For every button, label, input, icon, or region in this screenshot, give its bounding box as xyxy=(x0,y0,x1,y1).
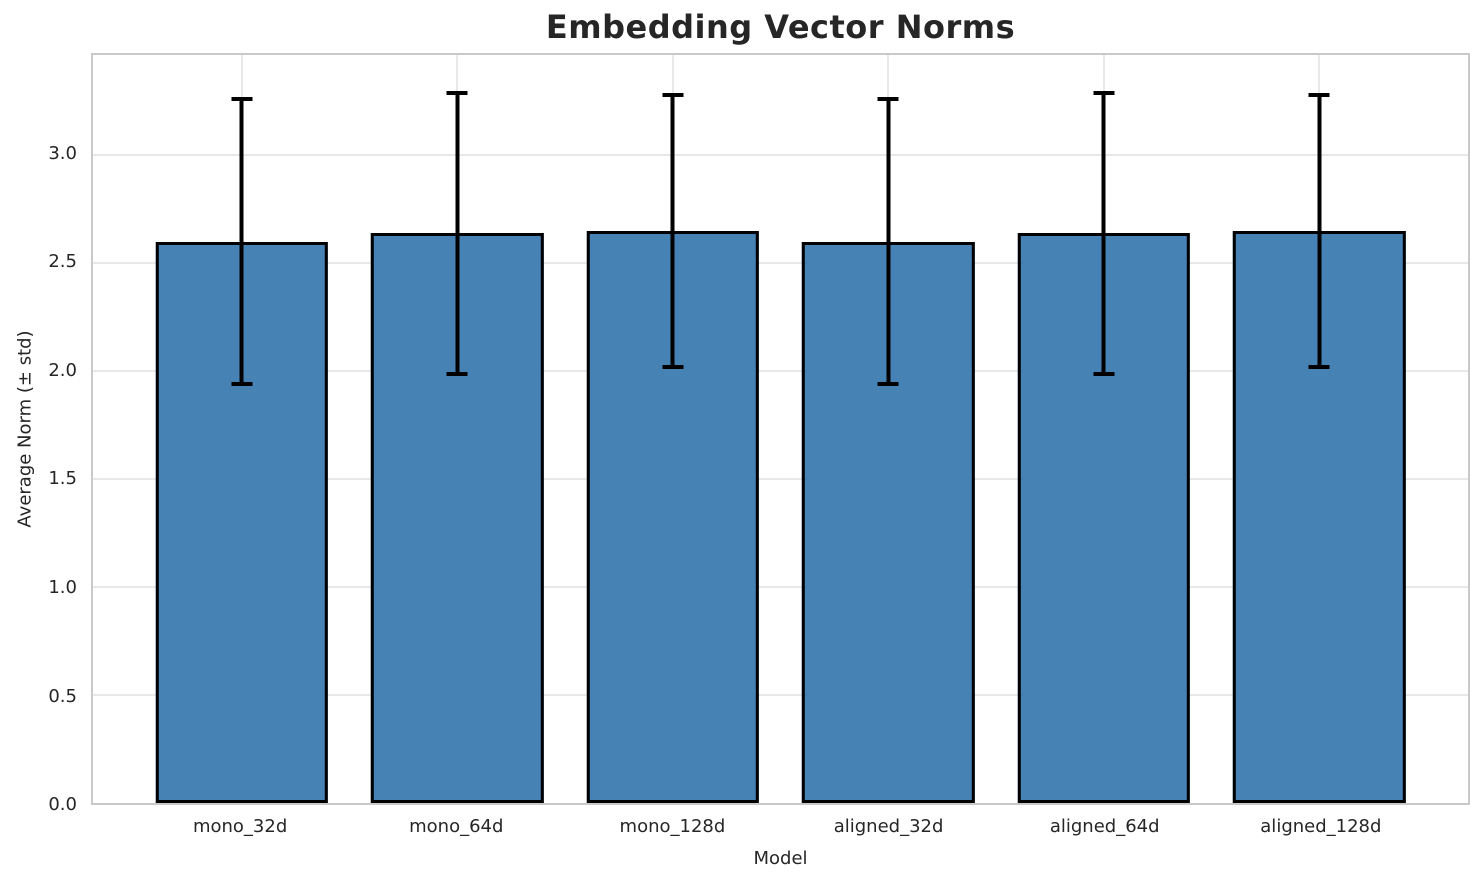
bar-aligned_32d xyxy=(802,241,975,803)
x-tick-label: aligned_64d xyxy=(1049,816,1160,837)
y-tick-label: 3.0 xyxy=(48,142,77,164)
error-cap-bottom xyxy=(231,382,253,387)
h-gridline xyxy=(93,478,1468,481)
h-gridline xyxy=(93,262,1468,265)
error-cap-bottom xyxy=(446,371,468,376)
x-axis-label: Model xyxy=(753,848,808,869)
error-bar-mono_32d xyxy=(231,97,253,387)
error-cap-top xyxy=(877,97,899,102)
error-cap-bottom xyxy=(1093,371,1115,376)
y-tick-label: 0.0 xyxy=(48,794,77,815)
error-stem xyxy=(886,97,891,387)
y-axis-ticks: 0.0 0.5 1.0 1.5 2.0 2.5 3.0 xyxy=(0,53,77,813)
x-tick-label: aligned_32d xyxy=(833,816,944,837)
x-tick-label: aligned_128d xyxy=(1260,816,1382,837)
y-tick-label: 1.5 xyxy=(48,468,77,490)
y-tick-label: 2.0 xyxy=(48,359,77,381)
h-gridline xyxy=(93,694,1468,697)
error-bar-aligned_128d xyxy=(1308,92,1330,370)
x-tick-label: mono_32d xyxy=(192,816,288,837)
error-cap-top xyxy=(446,90,468,95)
error-bar-mono_128d xyxy=(662,92,684,370)
error-cap-top xyxy=(231,97,253,102)
error-stem xyxy=(1101,90,1106,376)
plot-area xyxy=(91,53,1470,805)
error-cap-bottom xyxy=(1308,365,1330,370)
error-cap-bottom xyxy=(877,382,899,387)
y-tick-label: 2.5 xyxy=(48,251,77,273)
error-bar-mono_64d xyxy=(446,90,468,376)
error-cap-top xyxy=(1093,90,1115,95)
h-gridline xyxy=(93,154,1468,157)
chart-title: Embedding Vector Norms xyxy=(545,8,1016,46)
y-tick-label: 0.5 xyxy=(48,685,77,707)
error-stem xyxy=(1317,92,1322,370)
h-gridline xyxy=(93,370,1468,373)
error-stem xyxy=(239,97,244,387)
error-bar-aligned_32d xyxy=(877,97,899,387)
error-bar-aligned_64d xyxy=(1093,90,1115,376)
x-tick-label: mono_64d xyxy=(409,816,504,837)
error-stem xyxy=(670,92,675,370)
y-tick-label: 1.0 xyxy=(48,576,77,598)
error-cap-top xyxy=(1308,92,1330,97)
x-tick-label: mono_128d xyxy=(619,816,726,837)
error-cap-bottom xyxy=(662,365,684,370)
error-stem xyxy=(455,90,460,376)
error-cap-top xyxy=(662,92,684,97)
h-gridline xyxy=(93,586,1468,589)
x-axis-ticks: mono_32d mono_64d mono_128d aligned_32d alig… xyxy=(91,816,1470,840)
